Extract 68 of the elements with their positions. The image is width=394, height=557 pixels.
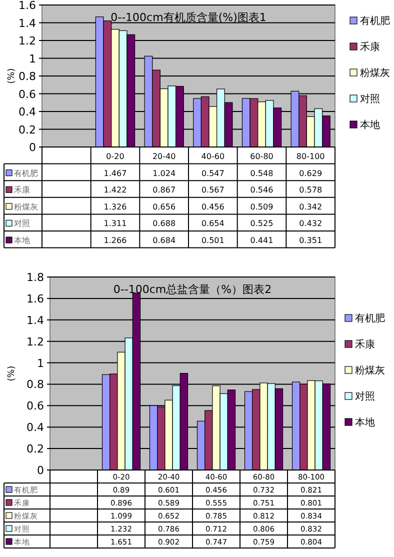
y-axis-title: (%): [7, 68, 17, 84]
data-label: 0.656: [152, 202, 176, 212]
y-tick-label: 0.2: [18, 123, 36, 136]
y-tick-label: 1.2: [26, 335, 44, 348]
data-label: 0.684: [152, 236, 176, 245]
y-tick-label: 1: [37, 356, 44, 370]
data-label: 0.342: [299, 202, 322, 212]
data-label: 0.525: [250, 219, 274, 228]
text: 有机肥: [355, 314, 385, 324]
legend-label: 本地: [360, 119, 380, 131]
y-tick-label: 0: [37, 464, 44, 477]
data-label: 0.546: [250, 186, 274, 195]
y-tick-label: 1.6: [18, 0, 36, 12]
data-label: 1.422: [104, 186, 127, 195]
data-label: 0.867: [152, 186, 176, 195]
y-tick-label: 0.6: [18, 88, 36, 101]
x-tick-label: 40-60: [201, 152, 225, 161]
y-tick-label: 1.8: [26, 271, 44, 284]
y-tick-label: 0.2: [26, 442, 44, 456]
data-label: 0.654: [201, 219, 224, 228]
y-tick-label: 1.4: [18, 16, 36, 30]
legend-label: 禾康: [355, 338, 375, 350]
data-label: 1.024: [152, 168, 176, 178]
text: 本地: [14, 236, 30, 245]
y-tick-label: 1.4: [26, 314, 44, 327]
y-tick-label: 1.2: [18, 34, 36, 48]
y-tick-label: 1.6: [26, 292, 44, 306]
y-tick-label: 1: [29, 52, 36, 66]
data-label: 0.578: [299, 186, 322, 195]
legend-label: 本地: [355, 416, 375, 428]
data-label: 0.629: [299, 168, 322, 178]
text: 禾康: [14, 186, 30, 195]
data-label: 1.311: [104, 219, 127, 228]
data-label: 0.567: [201, 186, 224, 195]
legend-label: 粉煤灰: [360, 67, 390, 79]
data-label: 1.266: [104, 236, 127, 245]
data-label: 0.501: [201, 236, 224, 245]
text: 有机肥: [14, 168, 38, 178]
data-label: 0.509: [250, 202, 274, 212]
legend-label: 对照: [360, 93, 380, 105]
y-axis-title: (%): [7, 366, 17, 382]
x-tick-label: 80-100: [296, 152, 325, 161]
y-tick-label: 0.4: [26, 421, 44, 434]
text: 粉煤灰: [14, 202, 38, 212]
legend-label: 有机肥: [360, 15, 390, 27]
data-label: 0.432: [299, 219, 322, 228]
x-tick-label: 20-40: [152, 152, 176, 161]
x-tick-label: 60-80: [250, 152, 274, 161]
y-tick-label: 0.6: [26, 400, 44, 413]
y-tick-label: 0.8: [26, 378, 44, 392]
data-label: 1.467: [104, 168, 127, 178]
data-label: 0.456: [201, 202, 224, 212]
legend-label: 对照: [355, 390, 375, 402]
legend-label: 粉煤灰: [355, 364, 385, 376]
text: 0--100cm有机质含量(%)图表1: [110, 11, 266, 24]
text: 对照: [14, 219, 30, 228]
y-tick-label: 0.4: [18, 106, 36, 118]
legend-label: 禾康: [360, 41, 380, 53]
data-label: 0.547: [201, 168, 224, 178]
data-label: 0.548: [250, 168, 274, 178]
data-label: 0.441: [250, 236, 274, 245]
x-tick-label: 0-20: [106, 152, 124, 161]
y-tick-label: 0.8: [18, 70, 36, 83]
data-label: 1.326: [104, 202, 127, 212]
data-label: 0.688: [152, 219, 176, 228]
data-label: 0.351: [299, 236, 322, 245]
y-tick-label: 0: [29, 141, 36, 154]
text: 0--100cm总盐含量（%）图表2: [113, 283, 272, 296]
